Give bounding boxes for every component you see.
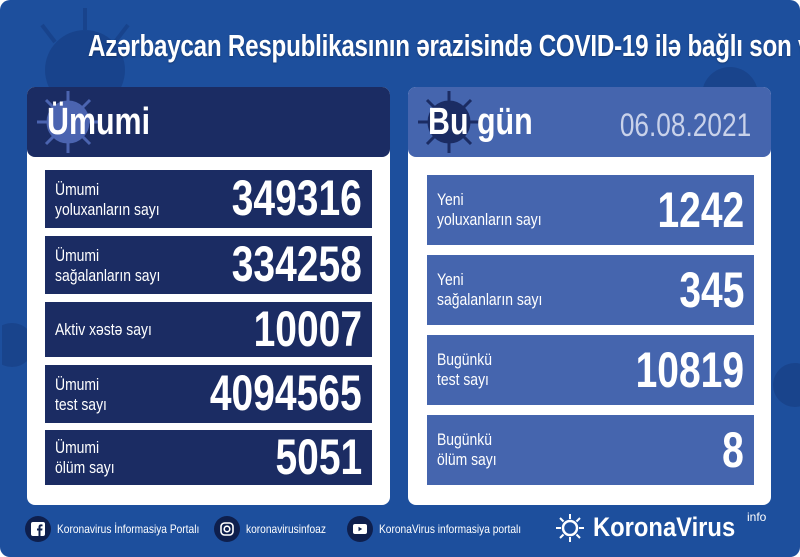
stat-value: 8	[722, 422, 744, 478]
today-header: Bu gün 06.08.2021	[408, 87, 771, 157]
stat-label: Yeni	[437, 190, 464, 209]
stat-label: yoluxanların sayı	[437, 210, 542, 229]
logo-sup: info	[747, 510, 767, 524]
facebook-icon	[25, 516, 51, 542]
stat-value: 5051	[275, 429, 362, 485]
today-heading: Bu gün	[428, 101, 533, 143]
stat-row-today-deaths: Bugünkü ölüm sayı 8	[427, 415, 754, 485]
stat-row-new-recovered: Yeni sağalanların sayı 345	[427, 255, 754, 325]
stat-label: sağalanların sayı	[55, 266, 161, 285]
stat-label: Bugünkü	[437, 350, 493, 369]
today-panel: Bu gün 06.08.2021 Yeni yoluxanların sayı…	[408, 87, 771, 505]
facebook-label: Koronavirus İnformasiya Portalı	[57, 522, 200, 536]
stat-row-total-deaths: Ümumi ölüm sayı 5051	[45, 429, 372, 485]
youtube-link[interactable]: KoronaVirus informasiya portalı	[347, 516, 546, 542]
stat-label: sağalanların sayı	[437, 290, 543, 309]
stat-value: 1242	[657, 182, 744, 238]
stat-row-total-infected: Ümumi yoluxanların sayı 349316	[45, 170, 372, 228]
sun-virus-icon	[556, 513, 584, 542]
stat-label: Ümumi	[55, 375, 100, 394]
instagram-link[interactable]: koronavirusinfoaz	[214, 516, 340, 542]
total-header: Ümumi	[27, 87, 390, 157]
stat-value: 10819	[635, 342, 744, 398]
koronavirus-logo: KoronaVirus info	[555, 510, 766, 543]
stat-label: ölüm sayı	[437, 450, 497, 469]
stat-label: yoluxanların sayı	[55, 200, 160, 219]
stat-label: test sayı	[55, 395, 107, 414]
virus-decoration-icon	[773, 363, 800, 407]
stat-label: Ümumi	[55, 180, 100, 199]
footer: Koronavirus İnformasiya Portalı koronavi…	[0, 508, 800, 553]
stat-value: 334258	[231, 236, 362, 292]
stat-label: ölüm sayı	[55, 458, 115, 477]
virus-icon	[418, 91, 480, 153]
page-title: Azərbaycan Respublikasının ərazisində CO…	[88, 28, 800, 63]
youtube-label: KoronaVirus informasiya portalı	[379, 522, 522, 536]
stat-value: 10007	[253, 301, 362, 357]
stat-label: Ümumi	[55, 438, 100, 457]
instagram-icon	[214, 516, 240, 542]
stat-value: 349316	[231, 170, 362, 226]
stat-row-new-infected: Yeni yoluxanların sayı 1242	[427, 175, 754, 245]
virus-icon	[37, 91, 99, 153]
logo-text: KoronaVirus	[593, 512, 736, 542]
total-panel: Ümumi Ümumi yoluxanların sayı 349316 Ümu…	[27, 87, 390, 505]
stat-value: 345	[678, 262, 744, 318]
report-date: 06.08.2021	[619, 107, 751, 143]
stat-label: Aktiv xəstə sayı	[55, 320, 152, 339]
facebook-link[interactable]: Koronavirus İnformasiya Portalı	[25, 516, 224, 542]
stat-value: 4094565	[210, 365, 362, 421]
stat-label: Ümumi	[55, 246, 100, 265]
stat-label: Bugünkü	[437, 430, 493, 449]
youtube-icon	[347, 516, 373, 542]
stat-row-today-tests: Bugünkü test sayı 10819	[427, 335, 754, 405]
total-heading: Ümumi	[47, 101, 151, 143]
stat-row-active-cases: Aktiv xəstə sayı 10007	[45, 301, 372, 357]
stat-label: Yeni	[437, 270, 464, 289]
virus-decoration-icon	[40, 8, 130, 90]
instagram-label: koronavirusinfoaz	[246, 522, 326, 536]
stat-row-total-tests: Ümumi test sayı 4094565	[45, 365, 372, 423]
stat-label: test sayı	[437, 370, 489, 389]
virus-decoration-icon	[2, 323, 34, 367]
stat-row-total-recovered: Ümumi sağalanların sayı 334258	[45, 236, 372, 294]
